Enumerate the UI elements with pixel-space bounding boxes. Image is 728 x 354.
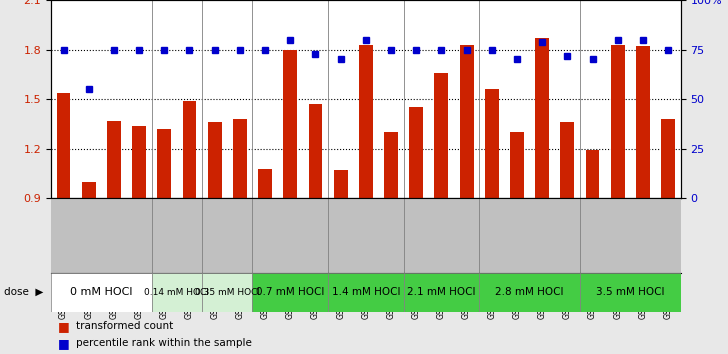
Bar [253, 273, 328, 312]
Text: 0.7 mM HOCl: 0.7 mM HOCl [256, 287, 325, 297]
Text: dose  ▶: dose ▶ [4, 287, 43, 297]
Text: 2.8 mM HOCl: 2.8 mM HOCl [495, 287, 563, 297]
Bar [585, 150, 599, 198]
Bar [611, 45, 625, 198]
Bar [409, 107, 423, 198]
Text: percentile rank within the sample: percentile rank within the sample [76, 338, 253, 348]
Bar [57, 92, 71, 198]
Bar [661, 119, 675, 198]
Bar [459, 45, 473, 198]
Text: transformed count: transformed count [76, 321, 174, 331]
Bar [580, 273, 681, 312]
Bar [435, 73, 448, 198]
Bar [157, 129, 171, 198]
Bar [328, 273, 403, 312]
Bar [107, 121, 121, 198]
Text: 0 mM HOCl: 0 mM HOCl [70, 287, 132, 297]
Bar [636, 46, 650, 198]
Bar [561, 122, 574, 198]
Bar [51, 273, 151, 312]
Bar [535, 38, 549, 198]
Text: 0.35 mM HOCl: 0.35 mM HOCl [195, 287, 260, 297]
Text: 1.4 mM HOCl: 1.4 mM HOCl [331, 287, 400, 297]
Bar [183, 101, 197, 198]
Bar [485, 89, 499, 198]
Bar [207, 122, 221, 198]
Bar [151, 273, 202, 312]
Text: ■: ■ [58, 320, 70, 333]
Bar [309, 104, 323, 198]
Text: ■: ■ [58, 337, 70, 350]
Bar [258, 169, 272, 198]
Bar [333, 170, 347, 198]
Bar [233, 119, 247, 198]
Bar [384, 132, 398, 198]
Bar [283, 50, 297, 198]
Bar [403, 273, 479, 312]
Bar [479, 273, 580, 312]
Text: 2.1 mM HOCl: 2.1 mM HOCl [407, 287, 475, 297]
Bar [82, 182, 95, 198]
Text: 0.14 mM HOCl: 0.14 mM HOCl [144, 287, 210, 297]
Bar [359, 45, 373, 198]
Text: 3.5 mM HOCl: 3.5 mM HOCl [596, 287, 665, 297]
Bar [202, 273, 253, 312]
Bar [132, 126, 146, 198]
Bar [510, 132, 524, 198]
